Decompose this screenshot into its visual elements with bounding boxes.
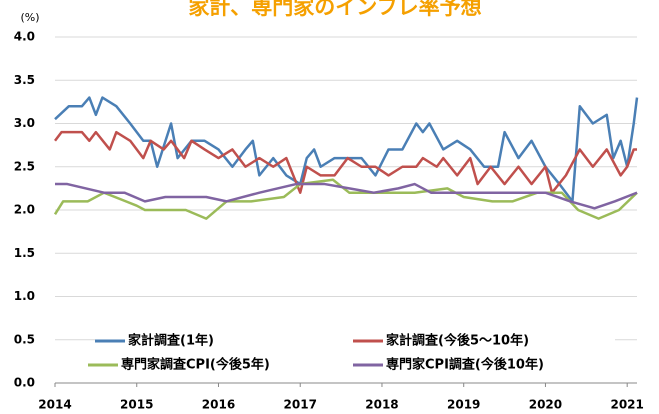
legend-label: 専門家調査CPI(今後5年) (121, 357, 270, 373)
line-series (55, 182, 638, 210)
y-tick-label: 0.0 (14, 376, 35, 390)
x-tick-label: 2015 (120, 398, 153, 412)
x-tick-label: 2021 (610, 398, 643, 412)
y-unit: (%) (20, 11, 39, 24)
x-tick-label: 2019 (447, 398, 480, 412)
y-tick-label: 3.5 (14, 73, 35, 87)
y-tick-label: 0.5 (14, 332, 35, 346)
line-series (54, 130, 637, 194)
legend-label: 専門家CPI調査(今後10年) (386, 357, 544, 373)
x-tick-label: 2018 (365, 398, 398, 412)
x-tick-label: 2017 (284, 398, 317, 412)
y-tick-label: 2.0 (14, 203, 35, 217)
chart-title: 家計、専門家のインフレ率予想 (188, 0, 481, 19)
y-tick-label: 1.0 (14, 289, 35, 303)
y-tick-label: 2.5 (14, 159, 35, 173)
x-tick-label: 2014 (38, 398, 71, 412)
y-tick-label: 4.0 (14, 30, 35, 44)
legend-box (95, 328, 615, 376)
legend-label: 家計調査(1年) (128, 333, 214, 349)
y-tick-label: 1.5 (14, 246, 35, 260)
y-tick-label: 3.0 (14, 116, 35, 130)
legend-label: 家計調査(今後5～10年) (386, 333, 529, 349)
x-tick-label: 2020 (529, 398, 562, 412)
x-tick-label: 2016 (202, 398, 235, 412)
